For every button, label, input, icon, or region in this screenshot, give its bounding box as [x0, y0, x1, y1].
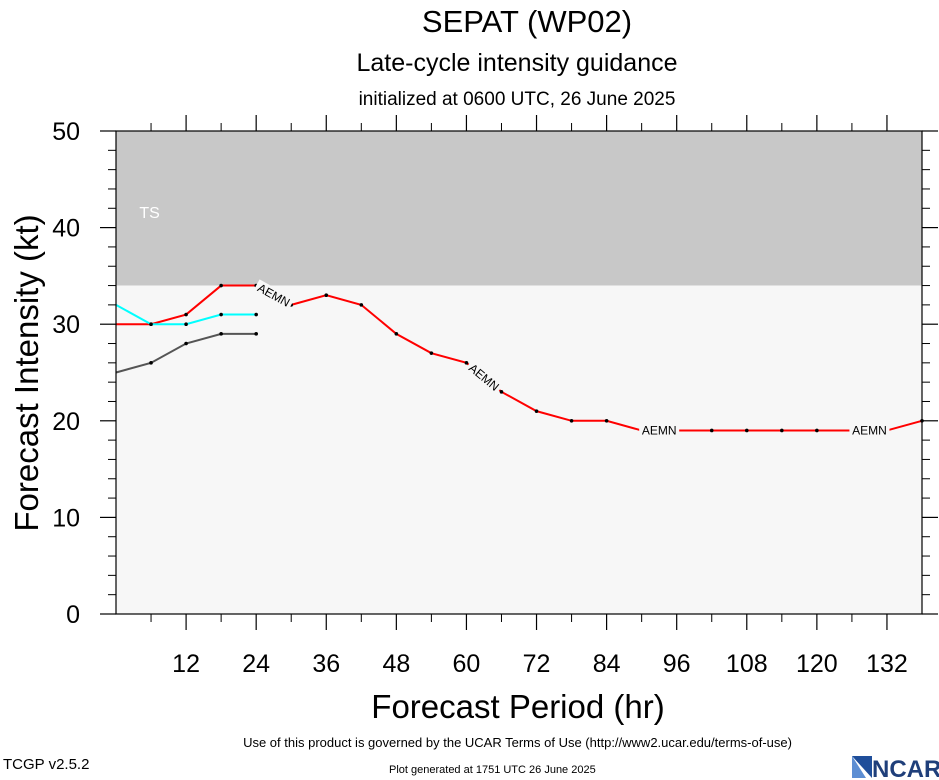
series-point	[359, 303, 364, 307]
x-tick-label: 96	[663, 650, 691, 678]
series-point	[394, 332, 399, 336]
ncar-logo-mark-light	[852, 756, 866, 778]
x-axis-label: Forecast Period (hr)	[371, 688, 664, 725]
series-point	[744, 428, 749, 433]
series-point	[219, 312, 223, 317]
x-tick-label: 36	[312, 650, 340, 678]
y-tick-label: 50	[52, 118, 80, 146]
series-point	[429, 351, 434, 355]
ncar-logo-text: NCAR	[872, 756, 939, 780]
series-point	[219, 332, 223, 336]
chart-init-line: initialized at 0600 UTC, 26 June 2025	[359, 89, 676, 110]
series-point	[149, 322, 153, 327]
axes: 0 10 20 30 40 50 12 24 36 48 60 72 84 96 108 120 132	[52, 115, 938, 678]
y-axis-label: Forecast Intensity (kt)	[8, 214, 45, 531]
series-point	[219, 283, 223, 288]
x-tick-label: 12	[172, 650, 200, 678]
chart-subtitle: Late-cycle intensity guidance	[356, 49, 677, 77]
x-tick-label: 48	[382, 650, 410, 678]
y-tick-label: 10	[52, 504, 80, 532]
series-point	[254, 312, 258, 317]
series-label-bg	[464, 359, 504, 396]
generated-timestamp: Plot generated at 1751 UTC 26 June 2025	[389, 764, 596, 776]
plot-frame	[115, 130, 923, 615]
version-label: TCGP v2.5.2	[3, 756, 90, 773]
chart-title: SEPAT (WP02)	[422, 4, 632, 39]
band-label: TS	[139, 205, 159, 222]
y-tick-label: 30	[52, 311, 80, 339]
series-point	[149, 361, 153, 365]
x-tick-label: 132	[866, 650, 908, 678]
intensity-bands: TS	[116, 131, 922, 614]
y-tick-label: 20	[52, 408, 80, 436]
series-point	[184, 312, 188, 317]
series-label: AEMN	[852, 423, 887, 437]
series-point	[709, 428, 714, 433]
x-tick-label: 60	[453, 650, 481, 678]
series-point	[499, 390, 504, 394]
band-1	[116, 285, 922, 614]
y-tick-label: 0	[66, 601, 80, 629]
series-label-bg	[252, 279, 295, 312]
series-point	[815, 428, 819, 433]
ncar-logo-mark	[852, 756, 872, 778]
series-point	[780, 428, 784, 433]
x-tick-label: 72	[523, 650, 551, 678]
series-point	[534, 409, 539, 413]
series-label-group: AEMN	[639, 423, 680, 438]
series-line-0	[116, 284, 923, 432]
ncar-logo: NCAR	[852, 756, 939, 780]
x-tick-label: 24	[242, 650, 270, 678]
series-label: AEMN	[642, 423, 677, 437]
terms-of-use-text: Use of this product is governed by the U…	[243, 735, 792, 750]
x-tick-label: 84	[593, 650, 621, 678]
series-label-bg	[849, 423, 890, 438]
series-point	[604, 419, 609, 423]
series-label-group: AEMN	[849, 423, 890, 438]
series-point	[569, 419, 574, 423]
x-tick-label: 120	[796, 650, 838, 678]
series-point	[464, 361, 469, 365]
series-point	[184, 322, 188, 327]
x-tick-label: 108	[726, 650, 768, 678]
series-point	[184, 341, 188, 346]
band-0	[116, 131, 922, 286]
series-label-bg	[639, 423, 680, 438]
series-point	[324, 293, 329, 298]
y-tick-label: 40	[52, 215, 80, 243]
series-point	[254, 332, 258, 336]
